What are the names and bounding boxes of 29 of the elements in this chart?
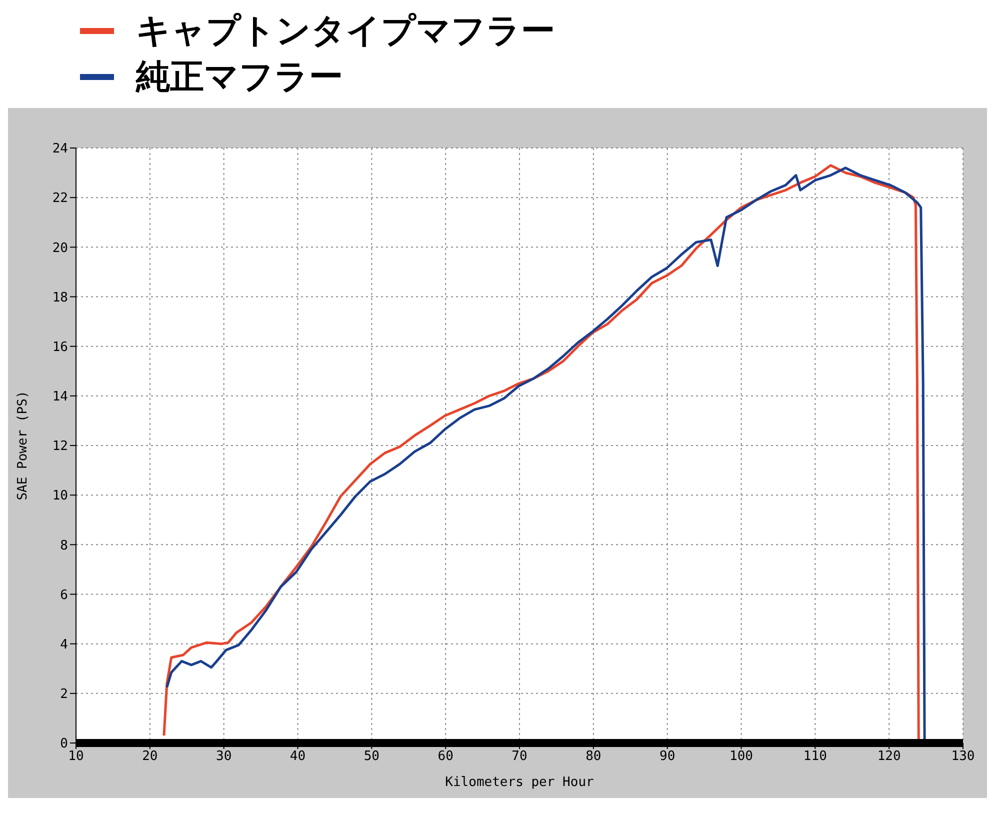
y-tick-label: 10 <box>52 488 68 504</box>
y-tick-label: 16 <box>52 340 68 355</box>
y-tick-label: 22 <box>52 191 68 206</box>
x-tick-label: 110 <box>803 749 827 764</box>
x-tick-label: 120 <box>877 749 901 764</box>
x-axis-title: Kilometers per Hour <box>445 775 594 790</box>
x-tick-label: 70 <box>512 749 528 764</box>
x-tick-label: 80 <box>586 749 602 764</box>
legend-label: キャプトンタイプマフラー <box>136 10 555 53</box>
x-tick-label: 30 <box>216 749 232 764</box>
x-tick-label: 60 <box>438 749 454 764</box>
x-tick-label: 90 <box>660 749 676 764</box>
x-tick-label: 100 <box>730 749 753 764</box>
y-tick-label: 24 <box>52 142 68 157</box>
y-tick-label: 2 <box>60 687 68 702</box>
y-axis-title: SAE Power (PS) <box>16 390 31 500</box>
y-tick-label: 0 <box>60 736 68 752</box>
y-tick-label: 14 <box>52 390 68 405</box>
y-tick-label: 6 <box>60 588 68 603</box>
x-tick-label: 20 <box>142 749 158 764</box>
x-tick-label: 40 <box>290 749 306 764</box>
legend-label: 純正マフラー <box>136 56 343 99</box>
y-tick-label: 20 <box>52 240 68 256</box>
y-tick-label: 12 <box>52 439 68 454</box>
x-tick-label: 50 <box>364 749 380 764</box>
y-tick-label: 8 <box>60 538 68 554</box>
y-tick-label: 18 <box>52 290 68 306</box>
x-tick-label: 130 <box>951 749 975 764</box>
y-tick-label: 4 <box>60 637 68 652</box>
